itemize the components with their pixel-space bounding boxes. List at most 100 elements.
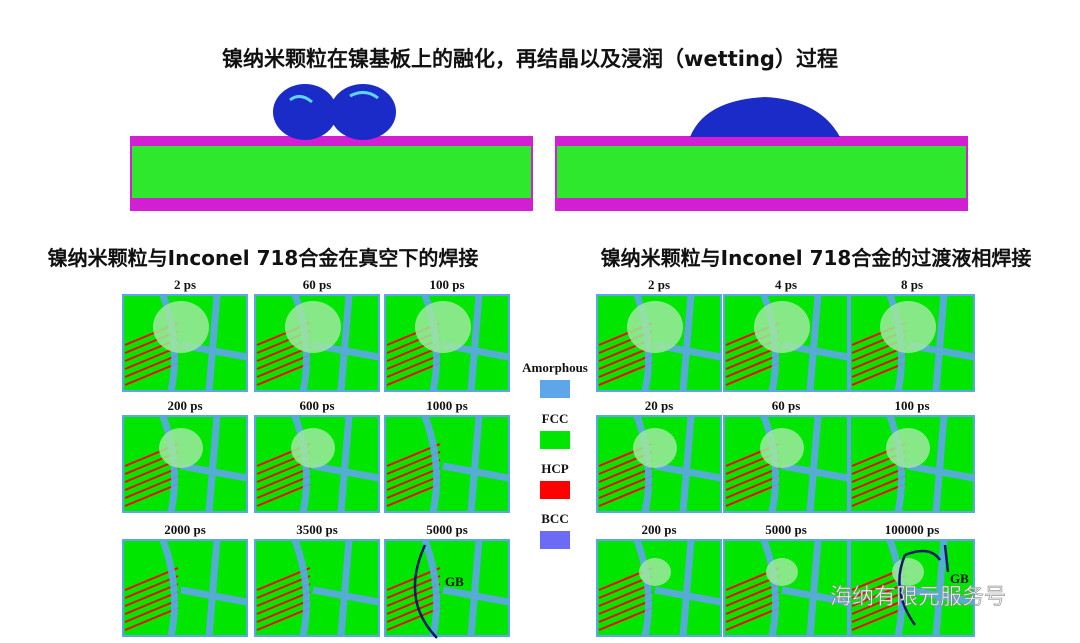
hcp-stripe bbox=[124, 607, 179, 631]
hcp-stripe bbox=[256, 591, 311, 615]
hcp-stripe bbox=[598, 346, 653, 370]
hcp-stripe bbox=[256, 583, 311, 607]
amorphous-particle bbox=[415, 301, 471, 353]
frame-border bbox=[254, 539, 380, 637]
snapshot bbox=[723, 293, 849, 392]
gb-label: GB bbox=[950, 571, 969, 586]
slab-right bbox=[555, 97, 968, 211]
hcp-stripe bbox=[725, 475, 780, 499]
hcp-stripe bbox=[725, 607, 780, 631]
snapshot bbox=[384, 538, 510, 637]
hcp-stripe bbox=[851, 362, 906, 386]
hcp-stripe bbox=[256, 599, 311, 623]
hcp-stripe bbox=[124, 583, 179, 607]
frame-border bbox=[254, 294, 380, 392]
grain-boundary bbox=[291, 538, 380, 637]
frame-label: 60 ps bbox=[303, 277, 332, 292]
hcp-stripe bbox=[386, 475, 441, 499]
hcp-stripe bbox=[598, 467, 653, 491]
snapshot bbox=[254, 414, 380, 513]
hcp-stripe bbox=[851, 607, 906, 631]
frame-border bbox=[384, 539, 510, 637]
hcp-stripe bbox=[256, 475, 311, 499]
frame-label: 1000 ps bbox=[426, 398, 468, 413]
hcp-stripe bbox=[851, 599, 906, 623]
hcp-stripe bbox=[851, 483, 906, 507]
title: 镍纳米颗粒在镍基板上的融化，再结晶以及浸润（wetting）过程 bbox=[222, 47, 838, 71]
hcp-stripe bbox=[386, 607, 441, 631]
hcp-stripe bbox=[386, 451, 441, 475]
amorphous-particle bbox=[627, 301, 683, 353]
frame-border bbox=[723, 415, 849, 513]
snapshot bbox=[596, 538, 722, 637]
right-title: 镍纳米颗粒与Inconel 718合金的过渡液相焊接 bbox=[601, 246, 1032, 270]
amorphous-particle bbox=[766, 558, 798, 586]
frame-label: 100000 ps bbox=[885, 522, 940, 537]
amorphous-particle bbox=[153, 301, 209, 353]
hcp-stripe bbox=[725, 362, 780, 386]
legend-swatch bbox=[540, 531, 570, 549]
hcp-stripe bbox=[386, 459, 441, 483]
hcp-stripe bbox=[386, 346, 441, 370]
amorphous-particle bbox=[639, 558, 671, 586]
grain-boundary bbox=[421, 538, 510, 637]
legend-label: HCP bbox=[541, 461, 569, 476]
hcp-stripe bbox=[386, 362, 441, 386]
legend-swatch bbox=[540, 380, 570, 398]
hcp-stripe bbox=[598, 483, 653, 507]
hcp-stripe bbox=[725, 354, 780, 378]
hcp-stripe bbox=[386, 599, 441, 623]
frame-label: 100 ps bbox=[894, 398, 929, 413]
snapshot bbox=[384, 414, 510, 513]
hcp-stripe bbox=[124, 362, 179, 386]
gb-line bbox=[898, 544, 950, 626]
hcp-stripe bbox=[851, 354, 906, 378]
frame-label: 5000 ps bbox=[765, 522, 807, 537]
frame-border bbox=[723, 294, 849, 392]
snapshot bbox=[254, 293, 380, 392]
snapshot bbox=[122, 414, 248, 513]
frame-label: 2 ps bbox=[174, 277, 196, 292]
gb-label: GB bbox=[445, 574, 464, 589]
frame-border bbox=[849, 539, 975, 637]
hcp-stripe bbox=[598, 354, 653, 378]
grain-boundary bbox=[421, 414, 510, 513]
hcp-stripe bbox=[124, 599, 179, 623]
frame-border bbox=[122, 539, 248, 637]
hcp-stripe bbox=[256, 346, 311, 370]
frame-border bbox=[596, 415, 722, 513]
hcp-stripe bbox=[598, 475, 653, 499]
frame-border bbox=[384, 415, 510, 513]
legend-label: FCC bbox=[542, 411, 569, 426]
frame-label: 5000 ps bbox=[426, 522, 468, 537]
snapshot bbox=[122, 538, 248, 637]
snapshot bbox=[849, 414, 975, 513]
frame-border bbox=[384, 294, 510, 392]
left-title: 镍纳米颗粒与Inconel 718合金在真空下的焊接 bbox=[48, 246, 479, 270]
amorphous-particle bbox=[880, 301, 936, 353]
hcp-stripe bbox=[386, 575, 441, 599]
amorphous-particle bbox=[760, 428, 804, 468]
frame-label: 200 ps bbox=[641, 522, 676, 537]
hcp-stripe bbox=[851, 467, 906, 491]
hcp-stripe bbox=[256, 467, 311, 491]
frame-label: 600 ps bbox=[299, 398, 334, 413]
hcp-stripe bbox=[725, 346, 780, 370]
hcp-stripe bbox=[124, 483, 179, 507]
hcp-stripe bbox=[386, 354, 441, 378]
snapshot bbox=[254, 538, 380, 637]
panels: 2 ps 60 ps 100 ps 200 ps 600 ps 1000 ps 2000 p… bbox=[122, 277, 975, 639]
legend-label: Amorphous bbox=[522, 360, 588, 375]
hcp-stripe bbox=[386, 583, 441, 607]
legend-swatch bbox=[540, 481, 570, 499]
hcp-stripe bbox=[124, 354, 179, 378]
frame-label: 20 ps bbox=[645, 398, 674, 413]
frame-label: 200 ps bbox=[167, 398, 202, 413]
snapshot bbox=[849, 293, 975, 392]
hcp-stripe bbox=[851, 591, 906, 615]
snapshot bbox=[596, 414, 722, 513]
hcp-stripe bbox=[124, 346, 179, 370]
amorphous-particle bbox=[886, 428, 930, 468]
hcp-stripe bbox=[256, 575, 311, 599]
